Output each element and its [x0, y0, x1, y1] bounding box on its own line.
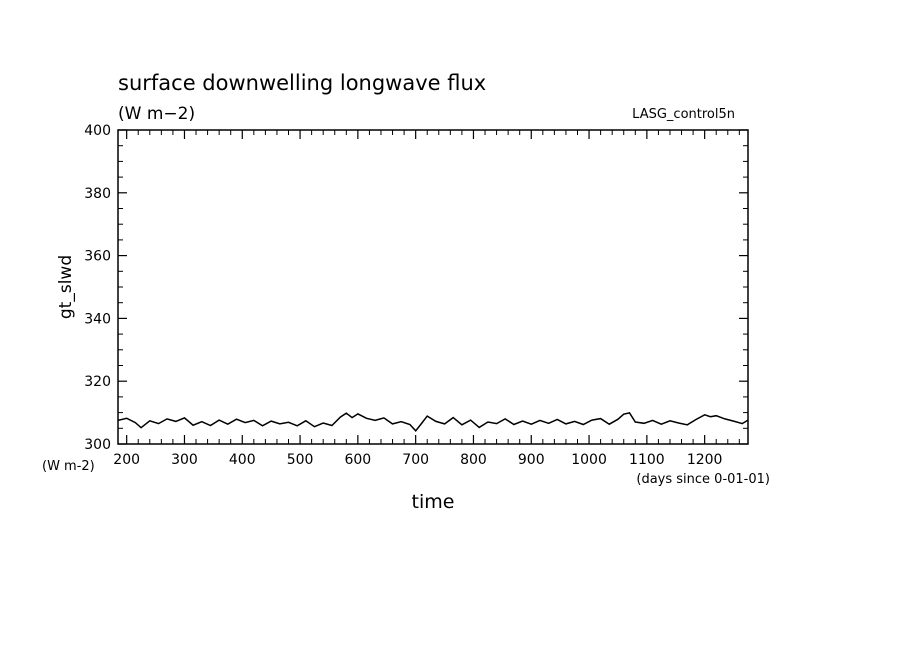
- chart-title: surface downwelling longwave flux: [118, 71, 486, 95]
- x-axis-label: time: [412, 491, 455, 513]
- dataset-label: LASG_control5n: [632, 107, 735, 122]
- x-axis-tick-labels: 200 300 400 500 600 700 800 900 1000 1100 1200: [113, 452, 722, 468]
- y-tick-label: 360: [84, 249, 111, 265]
- x-unit-label: (days since 0-01-01): [636, 472, 770, 487]
- x-tick-label: 400: [229, 452, 256, 468]
- chart-subtitle: (W m−2): [118, 104, 195, 124]
- x-tick-label: 600: [344, 452, 371, 468]
- y-tick-label: 400: [84, 123, 111, 139]
- x-tick-label: 1000: [571, 452, 607, 468]
- x-tick-label: 300: [171, 452, 198, 468]
- x-tick-label: 200: [113, 452, 140, 468]
- y-axis-tick-labels: 300 320 340 360 380 400: [84, 123, 111, 453]
- y-tick-label: 380: [84, 186, 111, 202]
- x-axis-ticks: [126, 130, 740, 444]
- y-tick-label: 340: [84, 311, 111, 327]
- y-tick-label: 300: [84, 437, 111, 453]
- y-axis-label: gt_slwd: [56, 255, 76, 319]
- x-tick-label: 1100: [629, 452, 665, 468]
- x-tick-label: 1200: [687, 452, 723, 468]
- x-tick-label: 900: [518, 452, 545, 468]
- x-tick-label: 500: [287, 452, 314, 468]
- x-tick-label: 800: [460, 452, 487, 468]
- y-axis-ticks: [118, 129, 748, 445]
- series-line: [117, 412, 749, 432]
- y-tick-label: 320: [84, 374, 111, 390]
- y-unit-label: (W m-2): [42, 459, 95, 474]
- plot-frame: [117, 129, 749, 445]
- x-tick-label: 700: [402, 452, 429, 468]
